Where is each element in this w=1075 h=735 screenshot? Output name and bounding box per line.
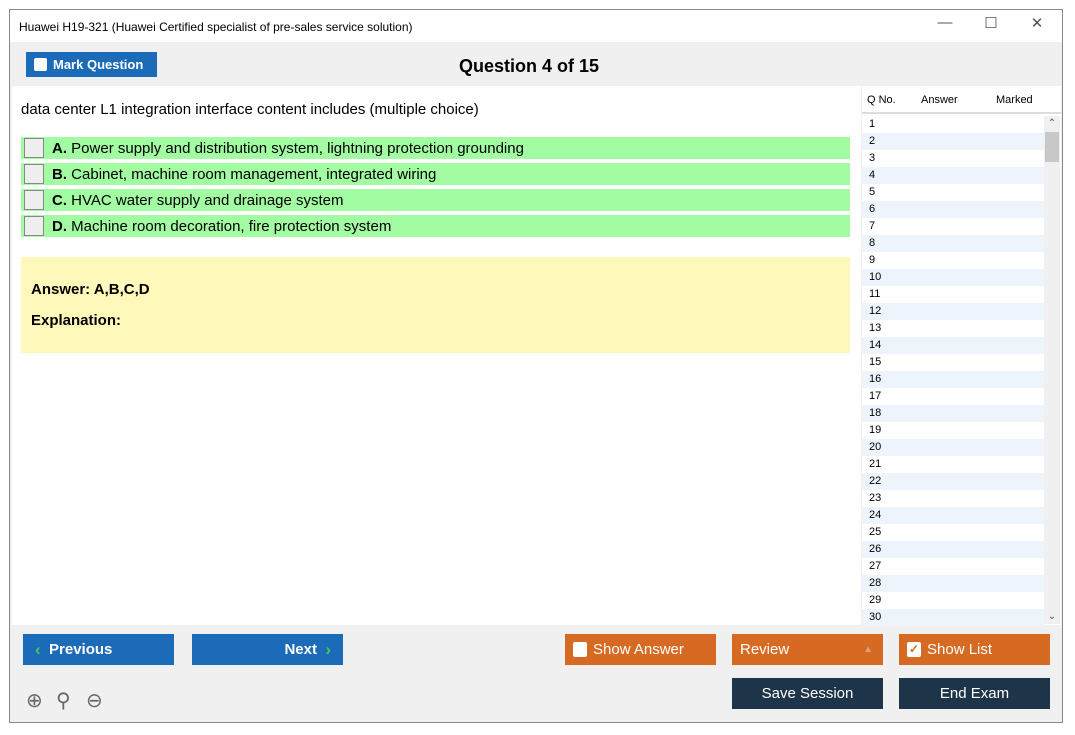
list-row[interactable]: 18 bbox=[862, 405, 1044, 422]
list-row[interactable]: 25 bbox=[869, 526, 882, 538]
option-a[interactable]: A. Power supply and distribution system,… bbox=[21, 137, 850, 159]
list-row[interactable]: 23 bbox=[869, 492, 882, 504]
option-b[interactable]: B. Cabinet, machine room management, int… bbox=[21, 163, 850, 185]
header-marked: Marked bbox=[996, 94, 1033, 106]
title-bar: Huawei H19-321 (Huawei Certified special… bbox=[10, 10, 1062, 42]
list-row[interactable]: 12 bbox=[862, 303, 1044, 320]
list-rows: 1 2 3 4 5 6 7 8 9 10 11 12 13 14 15 16 17 18 19 20 21 22 23 24 2… bbox=[862, 116, 1044, 626]
option-text: Power supply and distribution system, li… bbox=[71, 139, 524, 157]
option-text: HVAC water supply and drainage system bbox=[71, 191, 344, 209]
list-row[interactable]: 19 bbox=[869, 424, 882, 436]
option-checkbox[interactable] bbox=[24, 138, 44, 158]
list-row[interactable]: 6 bbox=[862, 201, 1044, 218]
show-answer-label: Show Answer bbox=[593, 641, 684, 658]
review-label: Review bbox=[740, 641, 790, 658]
next-label: Next bbox=[284, 641, 317, 658]
question-counter: Question 4 of 15 bbox=[458, 56, 600, 76]
zoom-in-icon[interactable]: ⊕ bbox=[26, 690, 43, 712]
caret-up-icon: ▲ bbox=[863, 644, 873, 655]
list-row[interactable]: 9 bbox=[869, 254, 876, 266]
chevron-right-icon: › bbox=[325, 639, 331, 659]
option-text: Cabinet, machine room management, integr… bbox=[71, 165, 437, 183]
option-c[interactable]: C. HVAC water supply and drainage system bbox=[21, 189, 850, 211]
list-row[interactable]: 5 bbox=[869, 186, 876, 198]
minimize-icon[interactable]: — bbox=[937, 14, 953, 31]
list-row[interactable]: 2 bbox=[862, 133, 1044, 150]
option-d[interactable]: D. Machine room decoration, fire protect… bbox=[21, 215, 850, 237]
show-answer-button[interactable]: Show Answer bbox=[565, 634, 716, 665]
save-session-button[interactable]: Save Session bbox=[732, 678, 883, 709]
list-row[interactable]: 15 bbox=[869, 356, 882, 368]
end-exam-button[interactable]: End Exam bbox=[899, 678, 1050, 709]
list-row[interactable]: 16 bbox=[862, 371, 1044, 388]
list-row[interactable]: 22 bbox=[862, 473, 1044, 490]
option-checkbox[interactable] bbox=[24, 164, 44, 184]
show-list-button[interactable]: ✓ Show List bbox=[899, 634, 1050, 665]
mark-question-button[interactable]: Mark Question bbox=[26, 52, 157, 77]
list-row[interactable]: 3 bbox=[869, 152, 876, 164]
zoom-reset-icon[interactable]: ⚲ bbox=[56, 690, 71, 712]
header-answer: Answer bbox=[921, 94, 958, 106]
option-checkbox[interactable] bbox=[24, 190, 44, 210]
option-letter: D. bbox=[52, 217, 67, 235]
end-exam-label: End Exam bbox=[939, 685, 1010, 702]
show-list-label: Show List bbox=[927, 641, 993, 658]
close-icon[interactable]: ✕ bbox=[1030, 15, 1044, 32]
list-row[interactable]: 29 bbox=[869, 594, 882, 606]
list-row[interactable]: 11 bbox=[869, 288, 881, 300]
scroll-down-icon[interactable]: ⌄ bbox=[1047, 611, 1057, 622]
list-row[interactable]: 24 bbox=[862, 507, 1044, 524]
list-row[interactable]: 20 bbox=[862, 439, 1044, 456]
list-row[interactable]: 30 bbox=[862, 609, 1044, 626]
next-button[interactable]: Next › bbox=[192, 634, 343, 665]
checkbox-icon bbox=[573, 642, 587, 657]
previous-label: Previous bbox=[49, 641, 113, 658]
explanation-label: Explanation: bbox=[31, 312, 122, 329]
list-row[interactable]: 7 bbox=[869, 220, 876, 232]
question-panel: data center L1 integration interface con… bbox=[12, 86, 861, 625]
list-row[interactable]: 13 bbox=[869, 322, 882, 334]
option-letter: B. bbox=[52, 165, 67, 183]
window-title: Huawei H19-321 (Huawei Certified special… bbox=[19, 20, 413, 34]
scroll-thumb[interactable] bbox=[1045, 132, 1059, 162]
answer-box: Answer: A,B,C,D Explanation: bbox=[21, 257, 850, 353]
list-row[interactable]: 4 bbox=[862, 167, 1044, 184]
scroll-up-icon[interactable]: ⌃ bbox=[1047, 118, 1057, 129]
list-row[interactable]: 1 bbox=[869, 118, 876, 130]
list-row[interactable]: 8 bbox=[862, 235, 1044, 252]
save-session-label: Save Session bbox=[761, 685, 854, 702]
option-text: Machine room decoration, fire protection… bbox=[71, 217, 392, 235]
list-header: Q No. Answer Marked bbox=[862, 86, 1061, 114]
mark-question-label: Mark Question bbox=[53, 57, 144, 72]
list-row[interactable]: 27 bbox=[869, 560, 882, 572]
list-scrollbar[interactable]: ⌃ ⌄ bbox=[1044, 116, 1060, 624]
checkbox-checked-icon: ✓ bbox=[907, 642, 921, 657]
question-text: data center L1 integration interface con… bbox=[21, 101, 479, 118]
list-row[interactable]: 21 bbox=[869, 458, 882, 470]
zoom-out-icon[interactable]: ⊖ bbox=[86, 690, 103, 712]
checkbox-icon bbox=[34, 58, 47, 71]
chevron-left-icon: ‹ bbox=[35, 639, 41, 659]
list-row[interactable]: 14 bbox=[862, 337, 1044, 354]
question-list: Q No. Answer Marked 1 2 3 4 5 6 7 8 9 10 11 12 13 14 1… bbox=[862, 86, 1061, 626]
list-row[interactable]: 17 bbox=[869, 390, 882, 402]
list-row[interactable]: 10 bbox=[862, 269, 1044, 286]
previous-button[interactable]: ‹ Previous bbox=[23, 634, 174, 665]
review-dropdown[interactable]: Review ▲ bbox=[732, 634, 883, 665]
list-row[interactable]: 26 bbox=[862, 541, 1044, 558]
option-letter: A. bbox=[52, 139, 67, 157]
answer-text: Answer: A,B,C,D bbox=[31, 281, 150, 298]
option-letter: C. bbox=[52, 191, 67, 209]
list-row[interactable]: 28 bbox=[862, 575, 1044, 592]
header-qno: Q No. bbox=[867, 94, 896, 106]
maximize-icon[interactable]: ☐ bbox=[984, 15, 998, 32]
app-window: Huawei H19-321 (Huawei Certified special… bbox=[9, 9, 1063, 723]
option-checkbox[interactable] bbox=[24, 216, 44, 236]
